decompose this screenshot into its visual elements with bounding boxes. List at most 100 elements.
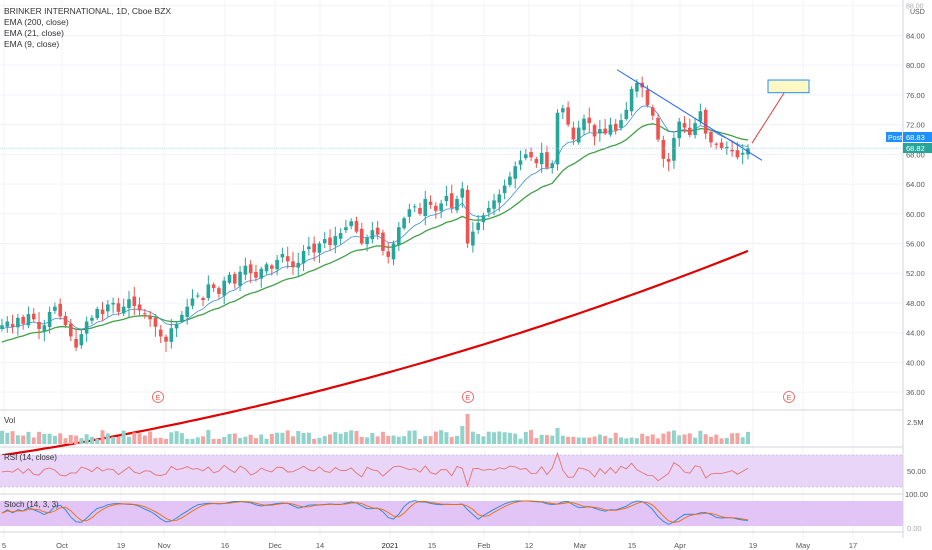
candle[interactable] xyxy=(608,117,613,137)
candle[interactable] xyxy=(248,259,253,284)
candle[interactable] xyxy=(619,113,623,131)
candle[interactable] xyxy=(555,109,560,171)
candle[interactable] xyxy=(243,257,248,281)
candle[interactable] xyxy=(481,212,486,231)
candle[interactable] xyxy=(449,184,454,214)
candle[interactable] xyxy=(592,123,597,146)
candle[interactable] xyxy=(322,231,327,249)
candle[interactable] xyxy=(497,189,502,212)
candle[interactable] xyxy=(164,334,168,352)
candle[interactable] xyxy=(10,314,15,334)
candle[interactable] xyxy=(31,307,36,323)
candle[interactable] xyxy=(550,160,555,174)
candle[interactable] xyxy=(344,219,348,234)
candle[interactable] xyxy=(486,200,491,217)
ema9-line[interactable] xyxy=(1,105,749,330)
candle[interactable] xyxy=(301,245,306,272)
candle[interactable] xyxy=(709,129,713,148)
candle[interactable] xyxy=(116,297,121,316)
rsi-pane[interactable] xyxy=(0,451,903,488)
candle[interactable] xyxy=(613,119,618,135)
earnings-marker[interactable]: E xyxy=(152,391,164,403)
candle[interactable] xyxy=(582,114,586,136)
candle[interactable] xyxy=(201,296,205,307)
candle[interactable] xyxy=(291,251,295,275)
candle[interactable] xyxy=(158,324,163,344)
candle[interactable] xyxy=(227,271,232,285)
candle[interactable] xyxy=(455,195,459,213)
candle[interactable] xyxy=(386,241,391,264)
candle[interactable] xyxy=(5,316,10,333)
candle[interactable] xyxy=(688,118,692,138)
candle[interactable] xyxy=(677,117,682,147)
candle[interactable] xyxy=(137,297,142,317)
candle[interactable] xyxy=(365,234,369,252)
candle[interactable] xyxy=(566,101,570,127)
candle[interactable] xyxy=(471,221,475,253)
candle[interactable] xyxy=(148,310,152,327)
candle[interactable] xyxy=(53,302,57,314)
candle[interactable] xyxy=(423,190,428,226)
candle[interactable] xyxy=(0,318,4,332)
candle[interactable] xyxy=(211,282,216,293)
candle[interactable] xyxy=(296,252,301,277)
candle[interactable] xyxy=(418,203,422,216)
candle[interactable] xyxy=(84,316,89,342)
volume-pane[interactable] xyxy=(0,414,750,444)
candle[interactable] xyxy=(275,255,279,276)
candle[interactable] xyxy=(58,298,62,320)
trend-line[interactable] xyxy=(616,69,763,161)
candle[interactable] xyxy=(624,101,629,121)
candle[interactable] xyxy=(47,306,52,334)
candle[interactable] xyxy=(106,300,110,317)
candle[interactable] xyxy=(598,120,602,142)
candle[interactable] xyxy=(16,313,20,336)
stoch-pane[interactable] xyxy=(0,500,903,526)
candle[interactable] xyxy=(254,264,258,282)
candle[interactable] xyxy=(206,275,211,301)
candle[interactable] xyxy=(74,329,78,352)
candle[interactable] xyxy=(439,199,443,218)
earnings-marker[interactable]: E xyxy=(783,391,795,403)
ema21-line[interactable] xyxy=(1,123,749,343)
candle[interactable] xyxy=(460,181,465,208)
candle[interactable] xyxy=(375,220,380,240)
candle[interactable] xyxy=(656,113,660,142)
stoch-d-line[interactable] xyxy=(1,500,749,523)
candle[interactable] xyxy=(508,171,512,188)
candle[interactable] xyxy=(476,214,480,234)
candle[interactable] xyxy=(391,240,396,266)
projection-arrow[interactable] xyxy=(751,86,789,144)
candle[interactable] xyxy=(264,262,269,275)
candle[interactable] xyxy=(672,133,676,169)
candle[interactable] xyxy=(730,141,734,157)
volume-label[interactable]: Vol xyxy=(4,416,16,425)
candle[interactable] xyxy=(539,142,544,173)
candle[interactable] xyxy=(338,228,343,245)
candle[interactable] xyxy=(397,222,401,252)
candle[interactable] xyxy=(153,314,158,337)
candle[interactable] xyxy=(169,318,174,349)
candle[interactable] xyxy=(79,328,84,349)
candle[interactable] xyxy=(232,271,237,289)
post-tag[interactable] xyxy=(886,132,902,142)
candle[interactable] xyxy=(719,138,724,151)
candle[interactable] xyxy=(703,107,708,140)
candle[interactable] xyxy=(174,321,179,337)
candle[interactable] xyxy=(381,229,385,256)
candle[interactable] xyxy=(333,226,338,254)
candle[interactable] xyxy=(90,315,94,325)
candle[interactable] xyxy=(217,286,221,299)
candle[interactable] xyxy=(259,266,264,288)
candle[interactable] xyxy=(127,290,131,318)
stoch-label[interactable]: Stoch (14, 3, 3) xyxy=(4,500,59,509)
candle[interactable] xyxy=(280,247,285,263)
candle[interactable] xyxy=(561,104,565,120)
candle[interactable] xyxy=(26,306,31,329)
candle[interactable] xyxy=(518,150,523,171)
rsi-label[interactable]: RSI (14, close) xyxy=(4,453,57,462)
candle[interactable] xyxy=(370,222,375,244)
candle[interactable] xyxy=(576,120,581,145)
